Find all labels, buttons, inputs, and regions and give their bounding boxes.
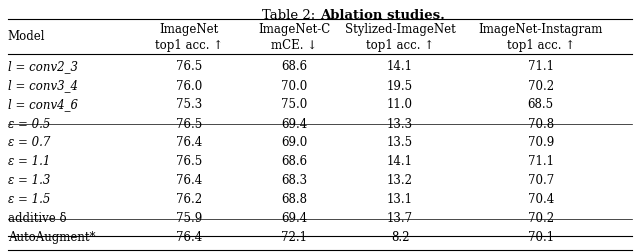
Text: 75.9: 75.9: [175, 212, 202, 225]
Text: 71.1: 71.1: [528, 60, 554, 73]
Text: ε = 0.5: ε = 0.5: [8, 117, 50, 130]
Text: 72.1: 72.1: [282, 231, 307, 243]
Text: 68.5: 68.5: [528, 98, 554, 111]
Text: 70.4: 70.4: [527, 193, 554, 206]
Text: ε = 1.5: ε = 1.5: [8, 193, 50, 206]
Text: 11.0: 11.0: [387, 98, 413, 111]
Text: Model: Model: [8, 30, 45, 43]
Text: 14.1: 14.1: [387, 60, 413, 73]
Text: 76.5: 76.5: [175, 60, 202, 73]
Text: Stylized-ImageNet
top1 acc. ↑: Stylized-ImageNet top1 acc. ↑: [344, 22, 456, 51]
Text: 19.5: 19.5: [387, 79, 413, 92]
Text: 70.2: 70.2: [528, 212, 554, 225]
Text: 68.8: 68.8: [282, 193, 307, 206]
Text: l = conv4_6: l = conv4_6: [8, 98, 77, 111]
Text: ImageNet
top1 acc. ↑: ImageNet top1 acc. ↑: [155, 22, 223, 51]
Text: AutoAugment*: AutoAugment*: [8, 231, 95, 243]
Text: 13.3: 13.3: [387, 117, 413, 130]
Text: ε = 1.1: ε = 1.1: [8, 155, 50, 168]
Text: 69.4: 69.4: [281, 117, 308, 130]
Text: 70.1: 70.1: [528, 231, 554, 243]
Text: ImageNet-C
mCE. ↓: ImageNet-C mCE. ↓: [259, 22, 330, 51]
Text: 76.2: 76.2: [176, 193, 202, 206]
Text: additive δ: additive δ: [8, 212, 67, 225]
Text: 70.0: 70.0: [281, 79, 308, 92]
Text: 13.5: 13.5: [387, 136, 413, 149]
Text: 71.1: 71.1: [528, 155, 554, 168]
Text: ε = 1.3: ε = 1.3: [8, 174, 50, 187]
Text: l = conv2_3: l = conv2_3: [8, 60, 77, 73]
Text: 68.6: 68.6: [282, 155, 307, 168]
Text: 70.8: 70.8: [528, 117, 554, 130]
Text: 13.7: 13.7: [387, 212, 413, 225]
Text: 70.2: 70.2: [528, 79, 554, 92]
Text: 69.0: 69.0: [281, 136, 308, 149]
Text: 76.4: 76.4: [175, 136, 202, 149]
Text: ImageNet-Instagram
top1 acc. ↑: ImageNet-Instagram top1 acc. ↑: [479, 22, 603, 51]
Text: 70.7: 70.7: [527, 174, 554, 187]
Text: 13.1: 13.1: [387, 193, 413, 206]
Text: 76.4: 76.4: [175, 174, 202, 187]
Text: Table 2:: Table 2:: [262, 9, 320, 22]
Text: 69.4: 69.4: [281, 212, 308, 225]
Text: ε = 0.7: ε = 0.7: [8, 136, 50, 149]
Text: 70.9: 70.9: [527, 136, 554, 149]
Text: l = conv3_4: l = conv3_4: [8, 79, 77, 92]
Text: 76.5: 76.5: [175, 117, 202, 130]
Text: 76.4: 76.4: [175, 231, 202, 243]
Text: 75.3: 75.3: [175, 98, 202, 111]
Text: 75.0: 75.0: [281, 98, 308, 111]
Text: Ablation studies.: Ablation studies.: [320, 9, 445, 22]
Text: 76.0: 76.0: [175, 79, 202, 92]
Text: 76.5: 76.5: [175, 155, 202, 168]
Text: 14.1: 14.1: [387, 155, 413, 168]
Text: 68.3: 68.3: [282, 174, 307, 187]
Text: 68.6: 68.6: [282, 60, 307, 73]
Text: 13.2: 13.2: [387, 174, 413, 187]
Text: 8.2: 8.2: [391, 231, 409, 243]
